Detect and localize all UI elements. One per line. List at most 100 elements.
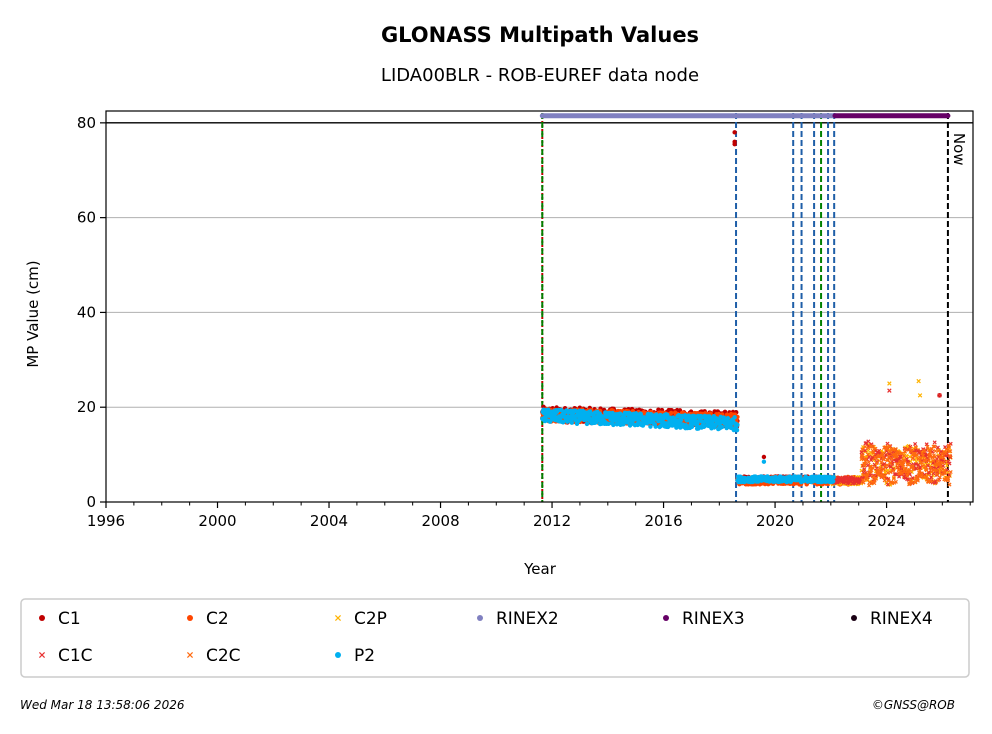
data-point (884, 445, 889, 450)
data-point (761, 454, 767, 460)
data-point (891, 475, 896, 480)
data-point (926, 458, 931, 463)
legend-marker (38, 651, 46, 659)
data-point (732, 415, 737, 420)
data-point (719, 424, 725, 430)
legend-item-rinex3: RINEX3 (663, 609, 745, 629)
legend-marker (186, 651, 194, 659)
data-point (948, 449, 953, 454)
data-point (928, 478, 933, 483)
data-point (882, 461, 887, 466)
data-point (909, 480, 914, 485)
data-point (877, 448, 882, 453)
data-point (920, 464, 925, 469)
data-point (947, 461, 952, 466)
chart-subtitle: LIDA00BLR - ROB-EUREF data node (381, 65, 699, 86)
y-tick-label: 60 (77, 209, 96, 227)
legend-marker (334, 614, 342, 622)
data-point (689, 424, 695, 429)
data-point (887, 388, 892, 393)
data-point (891, 468, 896, 473)
data-point (883, 473, 888, 478)
data-point (861, 473, 866, 478)
data-point (866, 460, 871, 465)
data-point (936, 448, 941, 454)
data-point (883, 452, 888, 457)
x-tick-label: 2024 (867, 512, 905, 530)
data-point (881, 467, 886, 472)
data-point (871, 450, 876, 455)
data-point (831, 474, 836, 480)
data-point (860, 447, 865, 452)
data-point (943, 445, 948, 450)
data-point (874, 461, 879, 466)
data-point (887, 444, 892, 449)
data-point (863, 457, 868, 462)
data-point (933, 454, 938, 459)
data-point (888, 461, 893, 466)
data-point (931, 444, 936, 449)
data-point (584, 421, 590, 427)
legend-item-c1c: C1C (38, 646, 93, 666)
data-point (606, 421, 611, 426)
data-point (911, 467, 916, 472)
data-point (725, 415, 731, 421)
grid-lines (106, 122, 973, 408)
legend-item-rinex2: RINEX2 (477, 609, 559, 629)
data-point (947, 453, 952, 458)
data-point (947, 482, 952, 487)
data-point (946, 476, 951, 481)
data-point (945, 467, 950, 472)
x-tick-label: 2020 (756, 512, 794, 530)
data-point (898, 454, 903, 459)
legend-marker (477, 615, 483, 621)
data-point (935, 478, 940, 483)
data-point (908, 459, 913, 464)
data-point (668, 410, 674, 416)
series-c1 (540, 130, 942, 485)
data-point (910, 464, 915, 469)
data-point (864, 477, 869, 482)
legend-label: C1C (58, 646, 93, 666)
data-point (939, 472, 944, 477)
data-point (932, 440, 937, 445)
data-point (922, 448, 927, 453)
legend-label: C2 (206, 609, 229, 629)
data-point (721, 415, 727, 420)
x-tick-label: 1996 (87, 512, 125, 530)
legend-marker (335, 652, 341, 658)
legend: C1 C2 C2P RINEX2 RINEX3 RINEX4 C1C C2C P2 (20, 598, 970, 678)
data-point (926, 480, 931, 485)
data-point (943, 471, 948, 476)
data-point (914, 466, 919, 471)
data-point (925, 444, 930, 449)
data-point (862, 462, 867, 467)
data-point (907, 467, 912, 472)
data-point (761, 459, 767, 464)
y-tick-label: 20 (77, 398, 96, 416)
data-point (851, 475, 856, 480)
y-axis-label: MP Value (cm) (24, 260, 42, 367)
data-point (929, 466, 934, 471)
data-point (930, 455, 935, 460)
data-point (885, 470, 890, 476)
data-point (903, 466, 908, 471)
series-p2 (540, 407, 836, 485)
data-point (880, 451, 885, 456)
data-point (910, 456, 915, 461)
data-point (732, 130, 737, 135)
x-tick-label: 2004 (310, 512, 348, 530)
chart-title: GLONASS Multipath Values (381, 23, 699, 47)
legend-label: C2P (354, 609, 387, 629)
data-point (734, 427, 740, 433)
data-point (881, 457, 886, 462)
data-point (866, 439, 871, 444)
data-point (913, 461, 918, 467)
x-tick-label: 2008 (421, 512, 459, 530)
data-point (937, 462, 942, 467)
data-point (831, 478, 836, 484)
data-point (894, 454, 899, 459)
event-lines: Now (541, 113, 968, 502)
data-point (653, 424, 658, 429)
data-point (910, 476, 915, 481)
